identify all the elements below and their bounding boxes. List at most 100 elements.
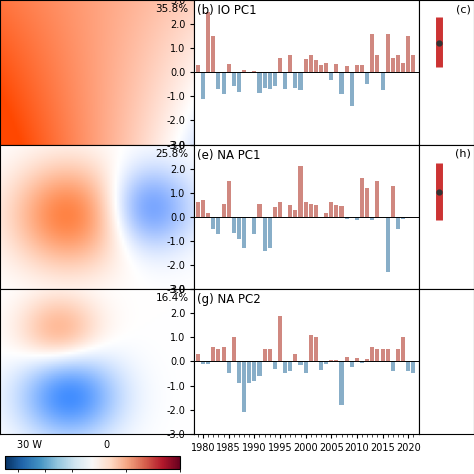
Bar (355, 217, 359, 220)
Bar (278, 202, 282, 217)
Bar (299, 73, 302, 91)
Bar (339, 361, 344, 405)
Bar (391, 185, 395, 217)
Bar (232, 217, 236, 233)
Bar (375, 181, 380, 217)
Bar (247, 217, 251, 218)
Bar (273, 361, 277, 369)
Bar (309, 204, 313, 217)
Bar (329, 73, 333, 80)
Bar (314, 205, 318, 217)
Bar (406, 217, 410, 218)
Bar (252, 217, 256, 234)
Bar (370, 347, 374, 361)
Bar (319, 65, 323, 73)
Bar (201, 73, 205, 99)
Bar (360, 65, 364, 73)
Bar (314, 60, 318, 73)
Bar (375, 349, 380, 361)
Bar (339, 206, 344, 217)
Bar (293, 73, 297, 88)
Bar (324, 361, 328, 364)
Bar (252, 361, 256, 381)
Text: E: E (0, 153, 3, 163)
Bar (309, 55, 313, 73)
Bar (242, 361, 246, 412)
Bar (217, 73, 220, 89)
Bar (257, 73, 262, 93)
Bar (288, 205, 292, 217)
Bar (227, 361, 231, 374)
Bar (396, 349, 400, 361)
Bar (329, 202, 333, 217)
Text: 16.4%: 16.4% (155, 293, 189, 303)
Bar (283, 73, 287, 89)
Bar (293, 354, 297, 361)
Bar (196, 354, 200, 361)
Bar (201, 361, 205, 364)
Bar (288, 361, 292, 371)
Bar (217, 349, 220, 361)
Bar (283, 361, 287, 374)
Bar (406, 361, 410, 371)
Bar (237, 73, 241, 91)
Bar (293, 210, 297, 217)
Bar (247, 361, 251, 383)
Bar (221, 204, 226, 217)
Bar (411, 55, 415, 73)
Bar (314, 337, 318, 361)
Bar (339, 73, 344, 94)
Bar (334, 64, 338, 73)
Bar (355, 358, 359, 361)
Bar (232, 73, 236, 85)
Bar (365, 188, 369, 217)
Bar (283, 217, 287, 218)
Bar (365, 73, 369, 84)
Text: 90E: 90E (88, 153, 106, 163)
Bar (350, 361, 354, 367)
Bar (263, 73, 267, 88)
Text: (g) NA PC2: (g) NA PC2 (197, 293, 260, 307)
Text: (h): (h) (456, 149, 471, 159)
Bar (303, 202, 308, 217)
Bar (288, 55, 292, 73)
Bar (227, 64, 231, 73)
Text: 0: 0 (104, 440, 110, 450)
Bar (299, 166, 302, 217)
Bar (381, 73, 384, 91)
Bar (221, 73, 226, 94)
Bar (401, 337, 405, 361)
Bar (211, 36, 215, 73)
Text: 25.8%: 25.8% (155, 149, 189, 159)
Bar (257, 204, 262, 217)
Bar (206, 12, 210, 73)
Bar (360, 361, 364, 363)
Bar (252, 71, 256, 73)
Bar (257, 361, 262, 376)
Bar (334, 205, 338, 217)
Bar (391, 361, 395, 371)
Bar (411, 361, 415, 374)
Bar (221, 347, 226, 361)
Bar (386, 34, 390, 73)
Bar (299, 361, 302, 365)
Text: (c): (c) (456, 4, 471, 14)
Bar (319, 361, 323, 370)
Bar (360, 178, 364, 217)
Bar (334, 360, 338, 361)
Bar (242, 217, 246, 248)
Bar (355, 65, 359, 73)
Bar (370, 217, 374, 220)
Bar (211, 217, 215, 229)
Bar (386, 217, 390, 272)
Bar (401, 217, 405, 219)
Bar (217, 217, 220, 234)
Bar (381, 349, 384, 361)
Bar (242, 70, 246, 73)
Bar (206, 361, 210, 364)
Bar (263, 349, 267, 361)
Bar (196, 65, 200, 73)
Bar (232, 337, 236, 361)
Bar (396, 55, 400, 73)
Bar (329, 360, 333, 361)
